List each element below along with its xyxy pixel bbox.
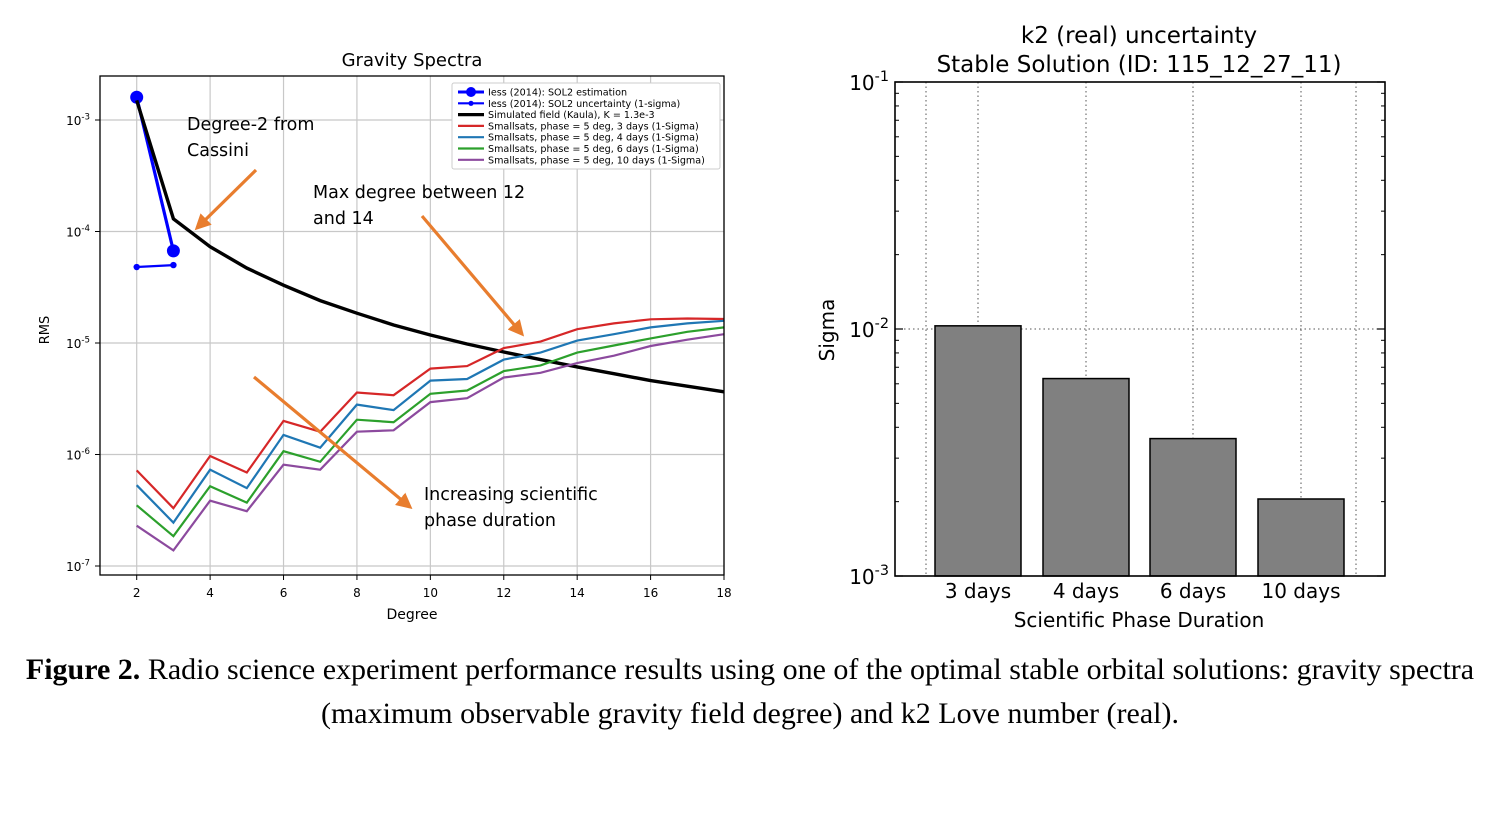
annotation-1-line-1: and 14 [313,209,374,229]
legend-marker-0 [466,87,476,97]
x-tick-label: 10 days [1261,579,1340,603]
legend-entry-6: Smallsats, phase = 5 deg, 10 days (1-Sig… [488,155,705,166]
x-tick-label: 3 days [945,579,1011,603]
x-tick-label: 10 [423,586,438,600]
legend-entry-0: Iess (2014): SOL2 estimation [488,88,627,99]
x-tick-label: 6 days [1160,579,1226,603]
x-tick-label: 14 [570,586,585,600]
annotation-arrow-1 [420,214,525,337]
figure-caption-label: Figure 2. [25,653,141,686]
x-tick-label: 4 days [1053,579,1119,603]
y-tick-label: 10-3 [66,113,90,128]
series-0-point [130,90,144,104]
legend-box [451,82,721,170]
x-tick-label: 18 [716,586,731,600]
legend-entry-5: Smallsats, phase = 5 deg, 6 days (1-Sigm… [488,144,699,155]
annotation-0-line-1: Cassini [187,141,249,161]
y-axis-label: RMS [38,316,53,345]
series-line-1 [136,264,174,269]
series-line-6 [136,333,725,552]
x-tick-label: 12 [496,586,511,600]
annotation-1-line-0: Max degree between 12 [313,183,525,203]
figure-caption: Figure 2. Radio science experiment perfo… [0,648,1500,736]
bar-0 [934,325,1022,577]
x-tick-label: 6 [280,586,288,600]
series-line-4 [135,319,725,525]
y-tick-label: 10-5 [66,336,90,351]
x-tick-label: 4 [206,586,214,600]
chart-title-line-1: Stable Solution (ID: 115_12_27_11) [937,52,1342,78]
y-tick-label: 10-4 [66,224,90,239]
annotation-2-line-1: phase duration [424,511,556,531]
y-axis-label: Sigma [815,299,839,362]
annotation-2-line-0: Increasing scientific [424,485,598,505]
figure-caption-text: Radio science experiment performance res… [140,653,1475,730]
y-tick-label: 10-7 [66,559,90,574]
bar-3 [1257,498,1345,577]
legend-entry-2: Simulated field (Kaula), K = 1.3e-3 [488,110,655,121]
x-tick-label: 16 [643,586,658,600]
bar-1 [1042,377,1130,577]
x-axis-label: Scientific Phase Duration [1014,608,1265,632]
y-tick-label: 10-3 [849,563,889,589]
series-0-point [166,244,180,258]
x-tick-label: 2 [133,586,141,600]
annotation-arrow-2 [252,375,413,510]
y-tick-label: 10-2 [849,316,889,342]
legend-entry-1: Iess (2014): SOL2 uncertainty (1-sigma) [488,99,680,110]
gravity-spectra-chart: 2 4 6 8 10 12 14 16 18 10-3 10-4 10-5 10-6 10-7 Gravit… [38,50,732,623]
series-line-2 [135,99,725,394]
x-axis-label: Degree [387,607,438,623]
chart-title-line-0: k2 (real) uncertainty [1021,23,1257,49]
bar-2 [1149,437,1237,577]
chart-title: Gravity Spectra [342,50,483,71]
series-line-3 [135,317,725,510]
series-line-5 [135,326,725,538]
plot-frame [99,75,725,576]
legend-entry-3: Smallsats, phase = 5 deg, 3 days (1-Sigm… [488,121,699,132]
series-1-point [170,261,177,269]
annotation-0-line-0: Degree-2 from [187,115,314,135]
x-tick-label: 8 [353,586,361,600]
legend-entry-4: Smallsats, phase = 5 deg, 4 days (1-Sigm… [488,133,699,144]
series-1-point [133,263,140,271]
annotation-arrow-0 [194,168,258,231]
legend-marker-1 [468,100,474,106]
y-tick-label: 10-1 [849,69,889,95]
y-tick-label: 10-6 [66,447,90,462]
k2-uncertainty-chart: 10-1 10-2 10-3 3 days 4 days 6 days 10 days k2 … [815,23,1386,632]
